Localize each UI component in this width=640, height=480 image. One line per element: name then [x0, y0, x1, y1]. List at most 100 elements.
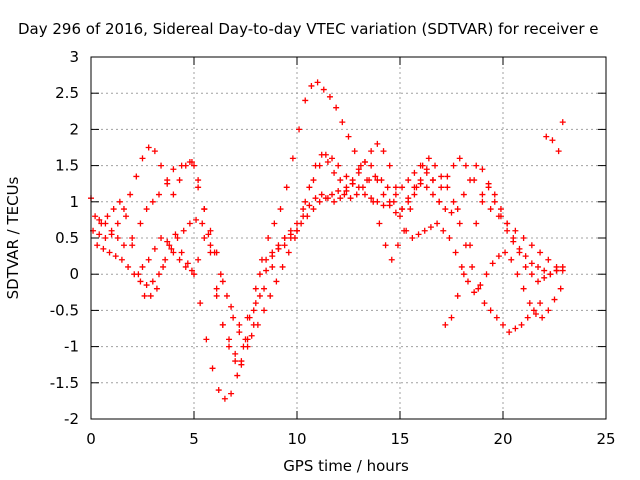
data-point — [541, 274, 548, 281]
data-point — [368, 195, 375, 202]
data-point — [434, 220, 441, 227]
data-point — [219, 321, 226, 328]
data-point — [92, 213, 99, 220]
data-point — [452, 249, 459, 256]
data-point — [390, 198, 397, 205]
data-point — [411, 191, 418, 198]
y-tick-label: 2.5 — [55, 84, 79, 102]
data-point — [149, 198, 156, 205]
data-point — [500, 321, 506, 328]
data-point — [195, 184, 202, 191]
data-point — [341, 191, 348, 198]
data-point — [232, 350, 239, 357]
data-point — [359, 184, 366, 191]
x-tick-label: 15 — [390, 430, 409, 448]
data-point — [137, 278, 144, 285]
data-point — [386, 162, 393, 169]
data-point — [149, 278, 156, 285]
data-point — [195, 177, 202, 184]
data-point — [248, 332, 255, 339]
data-point — [438, 184, 445, 191]
data-point — [555, 148, 562, 155]
data-point — [405, 177, 412, 184]
data-point — [155, 271, 162, 278]
data-point — [376, 220, 383, 227]
data-point — [357, 162, 364, 169]
data-point — [504, 220, 511, 227]
data-point — [219, 278, 226, 285]
data-point — [331, 198, 338, 205]
data-point — [252, 300, 259, 307]
data-point — [386, 202, 393, 209]
data-point — [553, 267, 560, 274]
data-point — [193, 216, 200, 223]
data-point — [318, 191, 325, 198]
data-point — [232, 358, 239, 365]
data-point — [289, 155, 296, 162]
y-tick-label: 1 — [69, 193, 79, 211]
data-point — [116, 198, 123, 205]
data-point — [127, 191, 134, 198]
y-tick-label: 2 — [69, 120, 79, 138]
data-point — [162, 256, 169, 263]
data-point — [158, 235, 165, 241]
data-point — [483, 271, 490, 278]
data-point — [143, 206, 150, 213]
data-point — [469, 263, 476, 270]
data-point — [254, 321, 261, 328]
data-point — [524, 314, 531, 321]
data-point — [397, 213, 403, 220]
data-point — [423, 184, 430, 191]
data-point — [145, 256, 152, 263]
data-point — [545, 307, 552, 314]
y-axis-title: SDTVAR / TECUs — [4, 176, 22, 299]
y-tick-label: -0.5 — [50, 301, 79, 319]
data-point — [195, 256, 202, 263]
data-point — [112, 253, 119, 260]
data-point — [294, 227, 300, 234]
data-point — [203, 336, 210, 343]
data-point — [170, 166, 177, 173]
data-point — [337, 177, 344, 184]
data-point — [213, 285, 220, 292]
data-point — [265, 235, 272, 241]
data-point — [473, 162, 480, 169]
data-point — [320, 86, 327, 93]
data-point — [479, 166, 486, 173]
data-point — [252, 285, 259, 292]
data-point — [446, 235, 453, 241]
data-point — [543, 133, 550, 140]
data-point — [493, 314, 500, 321]
data-point — [487, 307, 494, 314]
data-point — [537, 249, 544, 256]
data-point — [298, 220, 305, 227]
x-tick-label: 10 — [287, 430, 306, 448]
data-point — [164, 180, 171, 187]
data-point — [415, 231, 422, 238]
data-point — [207, 227, 214, 234]
data-point — [464, 278, 471, 285]
data-point — [314, 79, 321, 86]
data-point — [436, 198, 443, 205]
data-point — [191, 271, 197, 278]
data-point — [345, 133, 352, 140]
data-point — [267, 292, 274, 299]
data-point — [425, 155, 432, 162]
data-point — [246, 314, 253, 321]
data-point — [184, 260, 191, 267]
data-point — [427, 224, 434, 231]
data-point — [256, 292, 263, 299]
data-point — [495, 253, 502, 260]
data-point — [380, 148, 387, 155]
data-point — [380, 191, 387, 198]
data-point — [421, 227, 428, 234]
data-point — [368, 148, 375, 155]
data-point — [215, 387, 222, 394]
data-point — [155, 191, 162, 198]
data-point — [508, 256, 515, 263]
data-point — [98, 220, 105, 227]
data-point — [182, 263, 189, 270]
data-point — [551, 296, 558, 303]
data-point — [349, 180, 356, 187]
data-point — [172, 231, 179, 238]
